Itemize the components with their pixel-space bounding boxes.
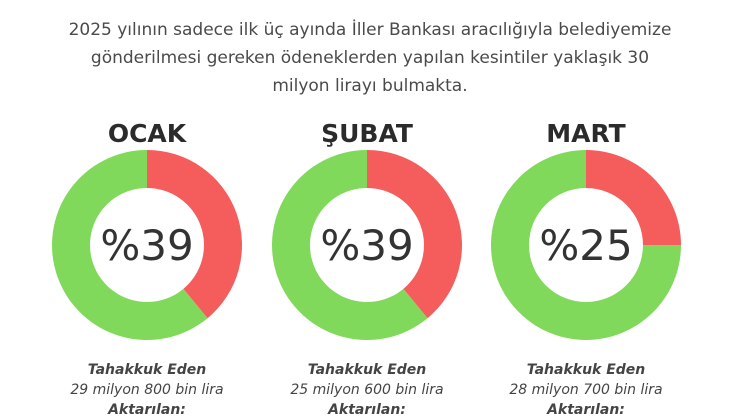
donut-segment [586,150,681,245]
annotation: Aktarılan: [107,402,186,417]
donut-segment [272,150,428,340]
center-label: %25 [539,221,632,270]
chart-title: OCAK [108,119,188,148]
annotation: 28 milyon 700 bin lira [509,382,662,398]
annotation: Tahakkuk Eden [527,362,646,378]
annotation: Aktarılan: [546,402,625,417]
center-label: %39 [100,221,193,270]
annotation: Tahakkuk Eden [88,362,207,378]
center-label: %39 [320,221,413,270]
donut-segment [147,150,243,319]
donut-segment [491,150,681,340]
annotation: 29 milyon 800 bin lira [70,382,223,398]
annotation: 25 milyon 600 bin lira [290,382,443,398]
subtitle: 2025 yılının sadece ilk üç ayında İller … [68,20,672,96]
donut-segment [367,150,462,319]
donut-segment [52,150,208,341]
annotation: Tahakkuk Eden [308,362,427,378]
annotation: Aktarılan: [327,402,406,417]
chart-title: ŞUBAT [321,119,413,148]
chart-title: MART [546,119,625,148]
